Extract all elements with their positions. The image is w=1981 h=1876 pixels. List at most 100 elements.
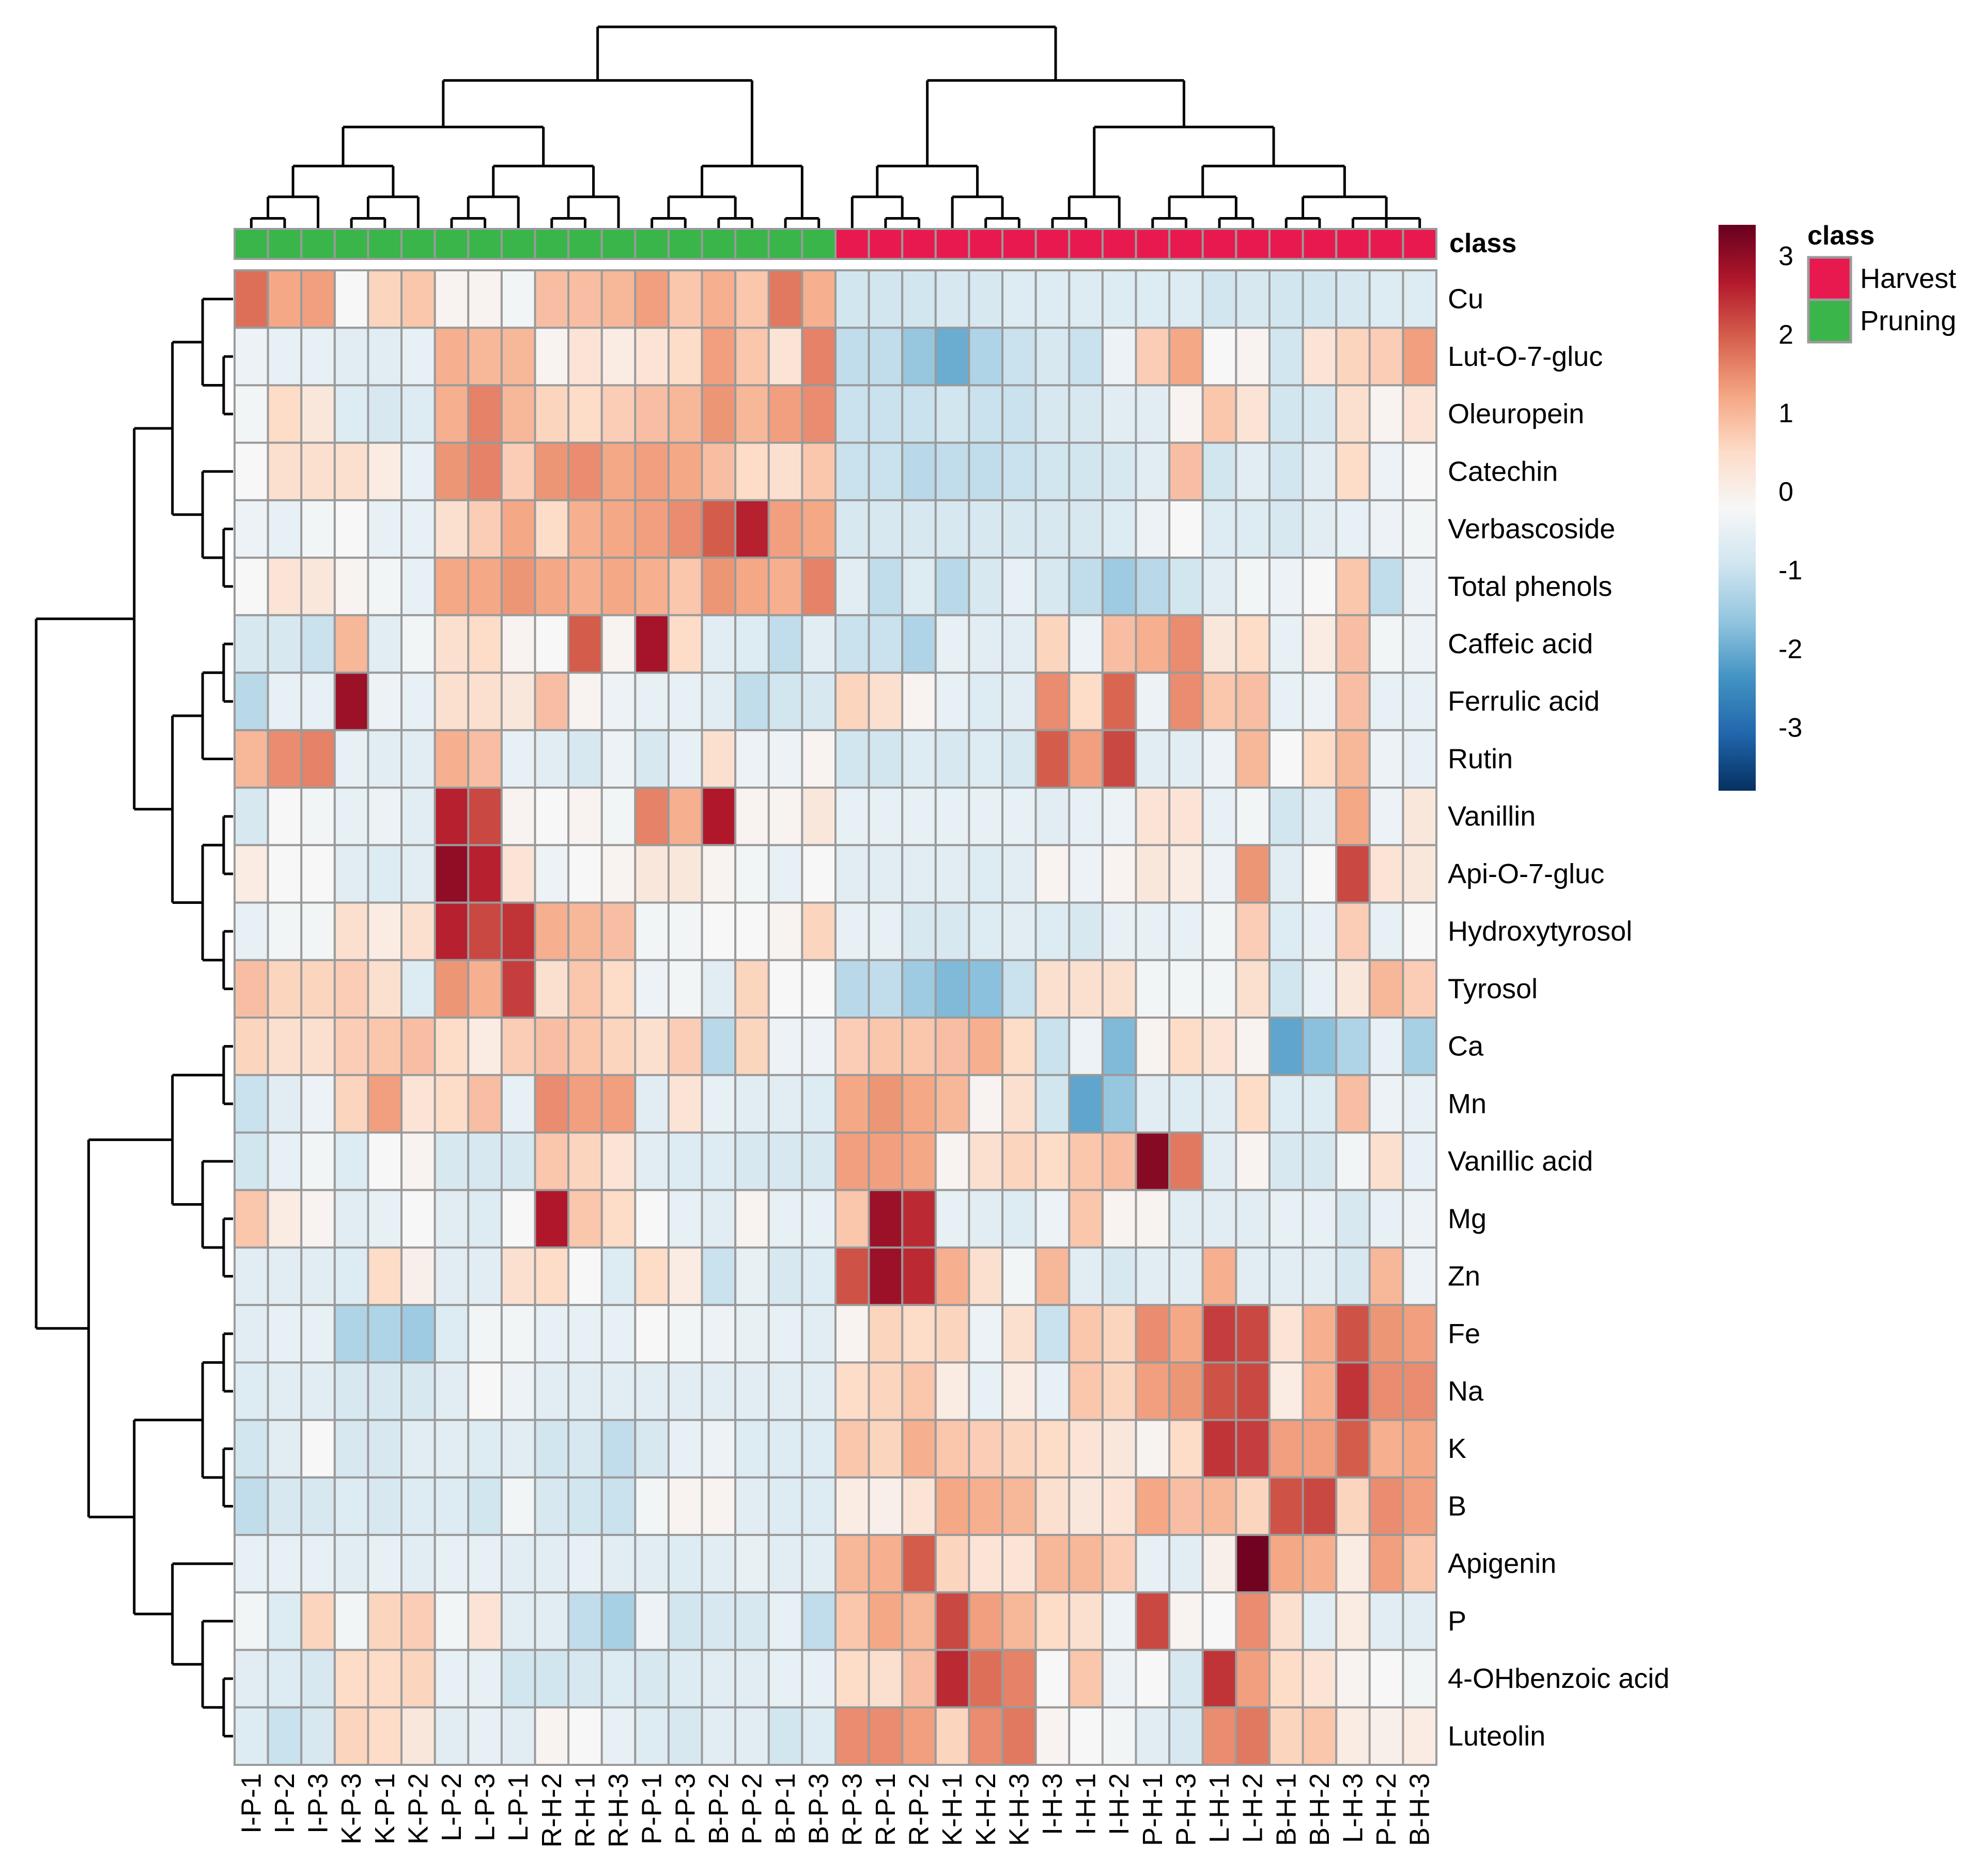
class-annotation-cell xyxy=(1302,228,1338,260)
heatmap-cell xyxy=(1368,1649,1404,1709)
heatmap-cell xyxy=(300,671,336,731)
heatmap-cell xyxy=(400,327,436,387)
heatmap-cell xyxy=(634,557,670,617)
heatmap-cell xyxy=(901,557,937,617)
heatmap-cell xyxy=(1268,441,1304,501)
column-label: R-H-3 xyxy=(603,1773,634,1848)
heatmap-cell xyxy=(901,729,937,789)
heatmap-cell xyxy=(1101,384,1137,444)
heatmap-cell xyxy=(1368,1189,1404,1249)
heatmap-cell xyxy=(1302,557,1338,617)
color-scale-tick-label: 3 xyxy=(1778,241,1793,271)
heatmap-cell xyxy=(1235,1074,1271,1134)
heatmap-cell xyxy=(667,844,703,904)
class-annotation-bar xyxy=(234,228,1438,260)
heatmap-cell xyxy=(1268,1361,1304,1421)
heatmap-cell xyxy=(1335,844,1371,904)
heatmap-cell xyxy=(1168,1419,1204,1479)
heatmap-cell xyxy=(1268,844,1304,904)
heatmap-cell xyxy=(767,1419,803,1479)
heatmap-cell xyxy=(467,1706,503,1766)
heatmap-cell xyxy=(868,787,904,847)
heatmap-cell xyxy=(300,384,336,444)
heatmap-cell xyxy=(1402,269,1438,329)
class-annotation-cell xyxy=(267,228,303,260)
row-labels: Cu Lut-O-7-gluc Oleuropein Catechin Verbasco… xyxy=(1448,284,1669,1752)
heatmap-cell xyxy=(801,557,837,617)
heatmap-cell xyxy=(300,729,336,789)
heatmap-cell xyxy=(968,557,1004,617)
heatmap-cell xyxy=(267,269,303,329)
heatmap-cell xyxy=(901,1476,937,1536)
heatmap-cell xyxy=(1068,1706,1104,1766)
heatmap-cell xyxy=(1101,1591,1137,1651)
heatmap-cell xyxy=(1302,1361,1338,1421)
heatmap-cell xyxy=(467,1017,503,1077)
heatmap-cell xyxy=(868,1074,904,1134)
heatmap-cell xyxy=(634,384,670,444)
heatmap-cell xyxy=(934,557,970,617)
heatmap-cell xyxy=(1302,614,1338,674)
heatmap-cell xyxy=(367,1131,403,1191)
heatmap-cell xyxy=(868,959,904,1019)
class-annotation-cell xyxy=(567,228,603,260)
heatmap-cell xyxy=(801,1649,837,1709)
heatmap-cell xyxy=(1368,844,1404,904)
heatmap-cell xyxy=(500,671,536,731)
heatmap-cell xyxy=(701,787,737,847)
heatmap-cell xyxy=(300,959,336,1019)
heatmap-cell xyxy=(500,1361,536,1421)
heatmap-cell xyxy=(834,614,870,674)
heatmap-cell xyxy=(1368,959,1404,1019)
heatmap-cell xyxy=(400,1304,436,1364)
heatmap-cell xyxy=(934,1361,970,1421)
heatmap-cell xyxy=(667,671,703,731)
heatmap-cell xyxy=(968,1591,1004,1651)
row-label: Verbascoside xyxy=(1448,514,1615,545)
heatmap-cell xyxy=(1402,1074,1438,1134)
heatmap-cell xyxy=(667,1246,703,1306)
heatmap-cell xyxy=(1034,1304,1071,1364)
heatmap-cell xyxy=(1135,327,1171,387)
heatmap-cell xyxy=(701,441,737,501)
heatmap-cell xyxy=(500,384,536,444)
heatmap-cell xyxy=(1368,1017,1404,1077)
heatmap-cell xyxy=(500,614,536,674)
heatmap-cell xyxy=(1168,1246,1204,1306)
heatmap-cell xyxy=(434,1074,470,1134)
heatmap-cell xyxy=(434,269,470,329)
heatmap-cell xyxy=(534,1131,570,1191)
heatmap-cell xyxy=(801,1131,837,1191)
row-label: Mn xyxy=(1448,1088,1487,1119)
heatmap-cell xyxy=(1168,729,1204,789)
heatmap-cell xyxy=(1402,1419,1438,1479)
row-label: Na xyxy=(1448,1376,1484,1407)
heatmap-cell xyxy=(1402,499,1438,559)
heatmap-cell xyxy=(1335,614,1371,674)
heatmap-cell xyxy=(901,1706,937,1766)
heatmap-cell xyxy=(801,1534,837,1594)
heatmap-cell xyxy=(1268,787,1304,847)
heatmap-cell xyxy=(1201,557,1237,617)
heatmap-cell xyxy=(434,1017,470,1077)
heatmap-cell xyxy=(1034,384,1071,444)
heatmap-cell xyxy=(801,1246,837,1306)
heatmap-cell xyxy=(1402,787,1438,847)
heatmap-cell xyxy=(968,1017,1004,1077)
heatmap-cell xyxy=(333,1419,369,1479)
heatmap-cell xyxy=(234,557,269,617)
heatmap-cell xyxy=(1034,1534,1071,1594)
class-annotation-cell xyxy=(634,228,670,260)
heatmap-cell xyxy=(901,1189,937,1249)
column-label: P-H-1 xyxy=(1137,1773,1168,1846)
heatmap-cell xyxy=(1101,729,1137,789)
row-label: Zn xyxy=(1448,1261,1480,1292)
heatmap-cell xyxy=(1201,384,1237,444)
column-label: B-P-1 xyxy=(770,1773,801,1844)
heatmap-cell xyxy=(333,1649,369,1709)
heatmap-cell xyxy=(434,557,470,617)
heatmap-cell xyxy=(634,1074,670,1134)
heatmap-cell xyxy=(734,959,770,1019)
heatmap-cell xyxy=(1034,1246,1071,1306)
heatmap-cell xyxy=(300,1361,336,1421)
